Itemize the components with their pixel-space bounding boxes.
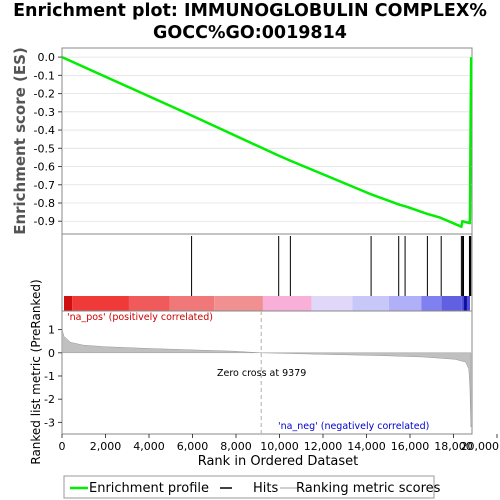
rank-ytick-label: 1 [48,324,55,337]
rank-xtick-label: 14,000 [347,440,386,453]
es-ytick-label: -0.5 [34,142,55,155]
heatmap-segment [72,296,129,311]
heatmap-segment [441,296,462,311]
heatmap-segment [262,296,312,311]
legend-label: Ranking metric scores [296,481,441,496]
zero-cross-annotation: Zero cross at 9379 [217,368,306,379]
chart-title: Enrichment plot: IMMUNOGLOBULIN COMPLEX%… [0,0,500,44]
rank-ytick-label: -1 [44,370,55,383]
rank-xtick-label: 16,000 [391,440,430,453]
rank-xtick-label: 10,000 [260,440,299,453]
heatmap-segment [128,296,170,311]
rank-ytick-label: -2 [44,393,55,406]
rank-frame [61,310,473,435]
rank-xtick-label: 2,000 [90,440,122,453]
es-ytick-label: -0.8 [34,197,55,210]
rank-xtick-label: 8,000 [220,440,252,453]
heatmap-segment [311,296,353,311]
legend-box [63,475,435,499]
heatmap-segment [388,296,422,311]
es-panel: 0.0 -0.1 -0.2 -0.3 -0.4 -0.5 -0.6 -0.7 -0.8 -0.9 E… [11,47,473,235]
neg-annotation: 'na_neg' (negatively correlated) [278,421,429,432]
heatmap-segment [352,296,389,311]
chart-title-line2: GOCC%GO:0019814 [153,23,347,43]
es-ytick-label: -0.9 [34,215,55,228]
es-ytick-label: -0.3 [34,106,55,119]
es-ytick-label: -0.1 [34,69,55,82]
pos-annotation: 'na_pos' (positively correlated) [67,312,213,323]
heatmap-segment [64,296,73,311]
es-ytick-label: -0.2 [34,88,55,101]
heatmap-segment [421,296,442,311]
rank-xtick-label: 12,000 [304,440,343,453]
rank-xtick-label: 4,000 [133,440,165,453]
es-frame [61,47,473,235]
rank-metric-area [61,329,472,428]
heatmap-segment [214,296,263,311]
rank-panel: 1 0 -1 -2 -3 'na_pos' (positively correlated)… [29,279,499,469]
rank-xtick-label: 20,000 [461,440,500,453]
es-ytick-label: -0.6 [34,161,55,174]
es-ytick-label: 0.0 [38,51,56,64]
rank-xtick-label: 6,000 [177,440,209,453]
heatmap-segment [169,296,215,311]
chart-title-line1: Enrichment plot: IMMUNOGLOBULIN COMPLEX% [13,1,487,21]
rank-xlabel: Rank in Ordered Dataset [198,454,359,469]
rank-ylabel: Ranked list metric (PreRanked) [29,279,43,464]
es-line [61,55,473,228]
es-ytick-label: -0.4 [34,124,55,137]
legend-label: Enrichment profile [89,481,209,496]
rank-ytick-label: 0 [48,347,55,360]
rank-xtick-label: 18,000 [434,440,473,453]
legend-label: Hits [253,481,278,496]
rank-xtick-label: 0 [59,440,66,453]
legend: Enrichment profile Hits Ranking metric sco… [63,475,441,499]
hits-panel [61,233,473,312]
es-ylabel: Enrichment score (ES) [11,47,29,235]
rank-ytick-label: -3 [44,416,55,429]
es-ytick-label: -0.7 [34,179,55,192]
heatmap-segment [463,296,467,311]
